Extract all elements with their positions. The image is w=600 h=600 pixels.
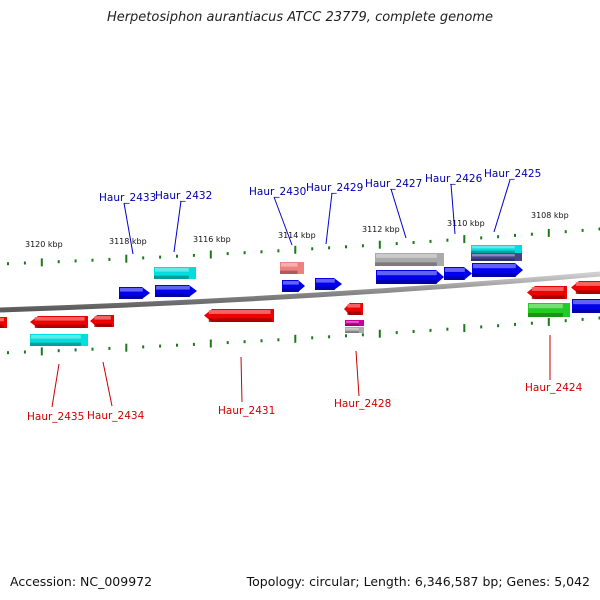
gene-arrow[interactable] — [572, 299, 600, 313]
gene-block[interactable] — [154, 267, 196, 279]
upper-scale-ticks — [7, 227, 600, 267]
gene-label[interactable]: Haur_2431 — [218, 405, 275, 417]
tick-label: 3120 kbp — [25, 240, 63, 249]
gene-arrow[interactable] — [444, 267, 472, 280]
genome-title: Herpetosiphon aurantiacus ATCC 23779, co… — [106, 10, 494, 25]
gene-label[interactable]: Haur_2435 — [27, 411, 84, 423]
gene-arrow[interactable] — [90, 315, 114, 327]
gene-features — [0, 245, 600, 346]
label-leaders — [51, 179, 551, 408]
genome-summary: Topology: circular; Length: 6,346,587 bp… — [246, 574, 590, 589]
gene-arrow[interactable] — [527, 286, 567, 299]
gene-block[interactable] — [280, 262, 304, 274]
scale-labels: 3120 kbp 3118 kbp 3116 kbp 3114 kbp 3112… — [25, 211, 569, 249]
gene-label[interactable]: Haur_2428 — [334, 398, 391, 410]
gene-label[interactable]: Haur_2429 — [306, 182, 363, 194]
gene-label[interactable]: Haur_2432 — [155, 190, 212, 202]
gene-block[interactable] — [345, 327, 364, 333]
gene-label[interactable]: Haur_2426 — [425, 173, 483, 185]
gene-arrow[interactable] — [119, 287, 150, 299]
tick-label: 3116 kbp — [193, 235, 231, 244]
gene-arrow[interactable] — [376, 270, 444, 284]
gene-arrow[interactable] — [315, 278, 342, 290]
gene-label[interactable]: Haur_2433 — [99, 192, 156, 204]
gene-arrow[interactable] — [282, 280, 305, 292]
gene-labels: Haur_2433 Haur_2432 Haur_2430 Haur_2429 … — [27, 168, 583, 423]
gene-arrow[interactable] — [472, 263, 523, 277]
gene-block[interactable] — [375, 253, 444, 266]
accession-label: Accession: NC_009972 — [10, 574, 153, 589]
gene-block[interactable] — [345, 320, 364, 326]
gene-label[interactable]: Haur_2430 — [249, 186, 306, 198]
gene-block[interactable] — [0, 317, 7, 328]
gene-arrow[interactable] — [155, 285, 197, 297]
lower-scale-ticks — [7, 316, 600, 356]
tick-label: 3112 kbp — [362, 225, 400, 234]
gene-block[interactable] — [30, 334, 88, 346]
gene-arrow[interactable] — [30, 316, 88, 328]
tick-label: 3110 kbp — [447, 219, 485, 228]
gene-label[interactable]: Haur_2424 — [525, 382, 583, 394]
tick-label: 3118 kbp — [109, 237, 147, 246]
gene-arrow[interactable] — [344, 303, 363, 315]
gene-block[interactable] — [471, 245, 522, 253]
gene-arrow[interactable] — [204, 309, 274, 322]
gene-block[interactable] — [471, 253, 522, 261]
tick-label: 3108 kbp — [531, 211, 569, 220]
tick-label: 3114 kbp — [278, 231, 316, 240]
gene-label[interactable]: Haur_2434 — [87, 410, 145, 422]
gene-arrow[interactable] — [571, 281, 600, 294]
gene-label[interactable]: Haur_2425 — [484, 168, 541, 180]
gene-block[interactable] — [528, 303, 570, 317]
genome-backbone — [0, 271, 600, 313]
gene-label[interactable]: Haur_2427 — [365, 178, 422, 190]
